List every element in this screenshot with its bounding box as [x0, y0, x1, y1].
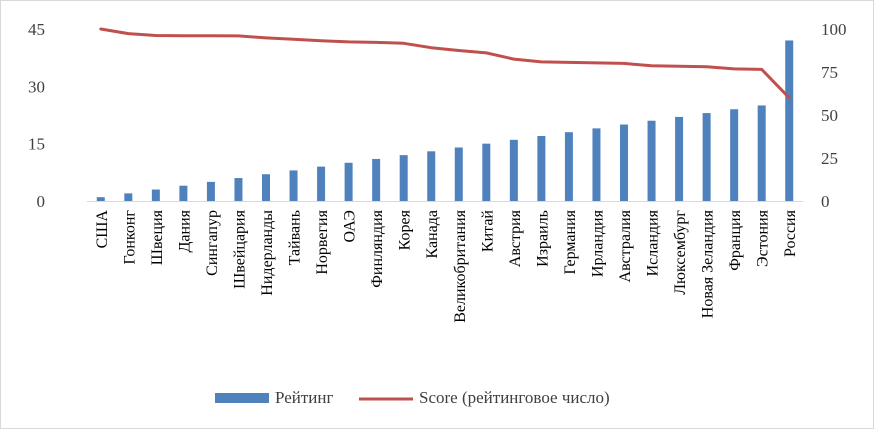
bar-7	[262, 174, 270, 201]
bar-8	[289, 170, 298, 201]
category-label: Франция	[727, 209, 744, 270]
legend-label-rating: Рейтинг	[275, 388, 333, 407]
bar-22	[675, 116, 684, 201]
category-label: Австрия	[507, 209, 524, 267]
bar-10	[344, 162, 353, 201]
axes: 0 15 30 45 0 25 50 75 100 США Гонконг Швеция Дания Си…	[28, 20, 847, 323]
y-left-tick-label: 30	[28, 77, 45, 96]
category-label: Гонконг	[121, 210, 138, 265]
bar-18	[564, 132, 573, 201]
category-label: Израиль	[534, 210, 551, 267]
category-label: Германия	[562, 209, 579, 274]
bar-16	[509, 139, 518, 201]
category-label: Люксембург	[672, 210, 689, 295]
bar-17	[537, 136, 546, 201]
bar-4	[179, 185, 188, 201]
legend: Рейтинг Score (рейтинговое число)	[215, 388, 610, 407]
category-label: Тайвань	[287, 210, 304, 265]
bar-12	[399, 155, 408, 201]
bar-25	[757, 105, 766, 201]
category-label: Сингапур	[204, 210, 221, 276]
category-label: Финляндия	[369, 209, 386, 287]
category-label: Швеция	[149, 209, 166, 265]
category-label: Великобритания	[452, 209, 469, 322]
category-label: Эстония	[755, 209, 772, 267]
bar-26	[785, 40, 794, 201]
bar-24	[730, 109, 739, 201]
bar-13	[427, 151, 436, 201]
bar-20	[620, 124, 628, 201]
bar-9	[317, 166, 326, 201]
category-label: Норвегия	[314, 209, 331, 274]
score-line-layer	[99, 27, 791, 100]
category-label: Нидерланды	[259, 210, 276, 296]
y-right-tick-label: 0	[821, 192, 830, 211]
bars	[96, 40, 794, 201]
category-label: Канада	[424, 210, 441, 258]
category-label: Дания	[176, 209, 193, 252]
category-label: Австралия	[617, 209, 634, 282]
category-label: США	[94, 210, 111, 249]
category-label: Швейцария	[231, 209, 248, 288]
category-label: Китай	[479, 210, 496, 253]
y-right-tick-label: 50	[821, 106, 838, 125]
category-label: Корея	[397, 209, 414, 250]
y-right-tick-label: 25	[821, 149, 838, 168]
bar-15	[482, 143, 491, 201]
y-right-tick-label: 75	[821, 63, 838, 82]
category-label: ОАЭ	[342, 210, 359, 242]
legend-label-score: Score (рейтинговое число)	[419, 388, 610, 407]
bar-3	[151, 189, 160, 201]
bar-1	[96, 197, 105, 201]
bar-6	[234, 178, 243, 201]
y-left-tick-label: 0	[37, 192, 46, 211]
bar-23	[702, 113, 711, 201]
bar-5	[206, 181, 215, 201]
bar-21	[647, 120, 656, 201]
legend-bar-swatch	[215, 393, 269, 403]
y-left-tick-label: 15	[28, 135, 45, 154]
y-left-tick-label: 45	[28, 20, 45, 39]
category-label: Новая Зеландия	[700, 209, 717, 318]
category-label: Исландия	[645, 209, 662, 276]
bar-11	[372, 158, 381, 201]
bar-19	[592, 128, 601, 201]
bar-14	[454, 147, 463, 201]
category-label: Ирландия	[589, 209, 606, 277]
y-right-tick-label: 100	[821, 20, 847, 39]
bar-2	[124, 193, 133, 201]
category-label: Россия	[782, 209, 799, 257]
score-line	[99, 27, 791, 100]
